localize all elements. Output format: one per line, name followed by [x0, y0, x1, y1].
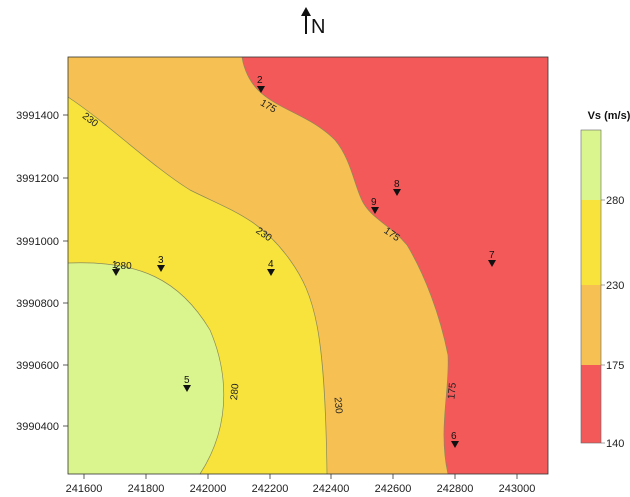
survey-sites: 1 2 3 4 5 6 7 8	[112, 75, 496, 448]
site-triangle-icon	[257, 86, 265, 93]
site-label: 7	[489, 250, 495, 261]
north-label: N	[311, 16, 325, 38]
y-axis: 3991400 3991200 3991000 3990800 3990600 …	[16, 110, 68, 433]
legend-title: Vs (m/s)	[588, 110, 630, 122]
legend-frame	[580, 129, 602, 444]
site-marker: 2	[257, 75, 265, 93]
y-tick-label: 3991400	[16, 110, 59, 122]
legend-label: 175	[606, 360, 624, 372]
legend-label: 140	[606, 438, 624, 450]
contour-line-280	[67, 262, 224, 475]
contour-line-230	[67, 96, 328, 475]
contour-lines	[67, 56, 449, 475]
site-marker: 1	[112, 260, 120, 276]
site-triangle-icon	[488, 260, 496, 267]
x-tick-label: 242000	[190, 483, 227, 495]
site-marker: 9	[371, 197, 379, 214]
site-triangle-icon	[183, 385, 191, 392]
contour-label: 175	[446, 382, 458, 400]
site-marker: 5	[183, 375, 191, 392]
site-label: 8	[394, 179, 400, 190]
y-tick-label: 3990800	[16, 298, 59, 310]
site-marker: 8	[393, 179, 401, 196]
y-tick-label: 3991000	[16, 236, 59, 248]
site-label: 5	[184, 375, 190, 386]
legend-swatch-175	[581, 285, 601, 365]
x-tick-label: 242200	[252, 483, 289, 495]
x-axis-ticks	[83, 474, 518, 479]
x-tick-label: 241600	[66, 483, 103, 495]
legend-swatch-140	[581, 365, 601, 443]
site-triangle-icon	[371, 207, 379, 214]
y-tick-label: 3990600	[16, 360, 59, 372]
site-label: 2	[257, 75, 263, 86]
contour-label: 280	[115, 261, 132, 272]
site-label: 9	[371, 197, 377, 208]
y-tick-label: 3991200	[16, 173, 59, 185]
legend-swatch-230	[581, 200, 601, 285]
legend: Vs (m/s) 280 230 175 140	[580, 110, 630, 450]
map-plot-area	[67, 56, 549, 475]
x-tick-label: 243000	[499, 483, 536, 495]
site-label: 6	[451, 431, 457, 442]
site-triangle-icon	[393, 189, 401, 196]
site-label: 1	[112, 260, 118, 271]
x-tick-label: 242400	[313, 483, 350, 495]
site-marker: 4	[267, 259, 275, 276]
legend-label: 280	[606, 195, 624, 207]
y-axis-ticks	[63, 114, 68, 427]
contour-line-175	[241, 56, 449, 475]
contour-label: 230	[332, 397, 344, 415]
north-arrow-head	[301, 7, 311, 16]
site-triangle-icon	[112, 269, 120, 276]
x-tick-label: 242600	[375, 483, 412, 495]
site-marker: 3	[157, 255, 165, 272]
site-triangle-icon	[267, 269, 275, 276]
site-label: 3	[158, 255, 164, 266]
north-arrow: N	[301, 7, 325, 38]
site-label: 4	[268, 259, 274, 270]
zone-280	[68, 262, 224, 474]
site-marker: 6	[451, 431, 459, 448]
site-marker: 7	[488, 250, 496, 267]
legend-label: 230	[606, 280, 624, 292]
y-tick-label: 3990400	[16, 421, 59, 433]
contour-label: 280	[229, 383, 241, 401]
site-triangle-icon	[157, 265, 165, 272]
legend-ticks	[601, 199, 605, 444]
x-axis: 241600 241800 242000 242200 242400 24260…	[66, 474, 536, 495]
site-triangle-icon	[451, 441, 459, 448]
x-tick-label: 242800	[437, 483, 474, 495]
x-tick-label: 241800	[128, 483, 165, 495]
legend-swatch-280	[581, 130, 601, 200]
map-frame	[67, 56, 549, 475]
